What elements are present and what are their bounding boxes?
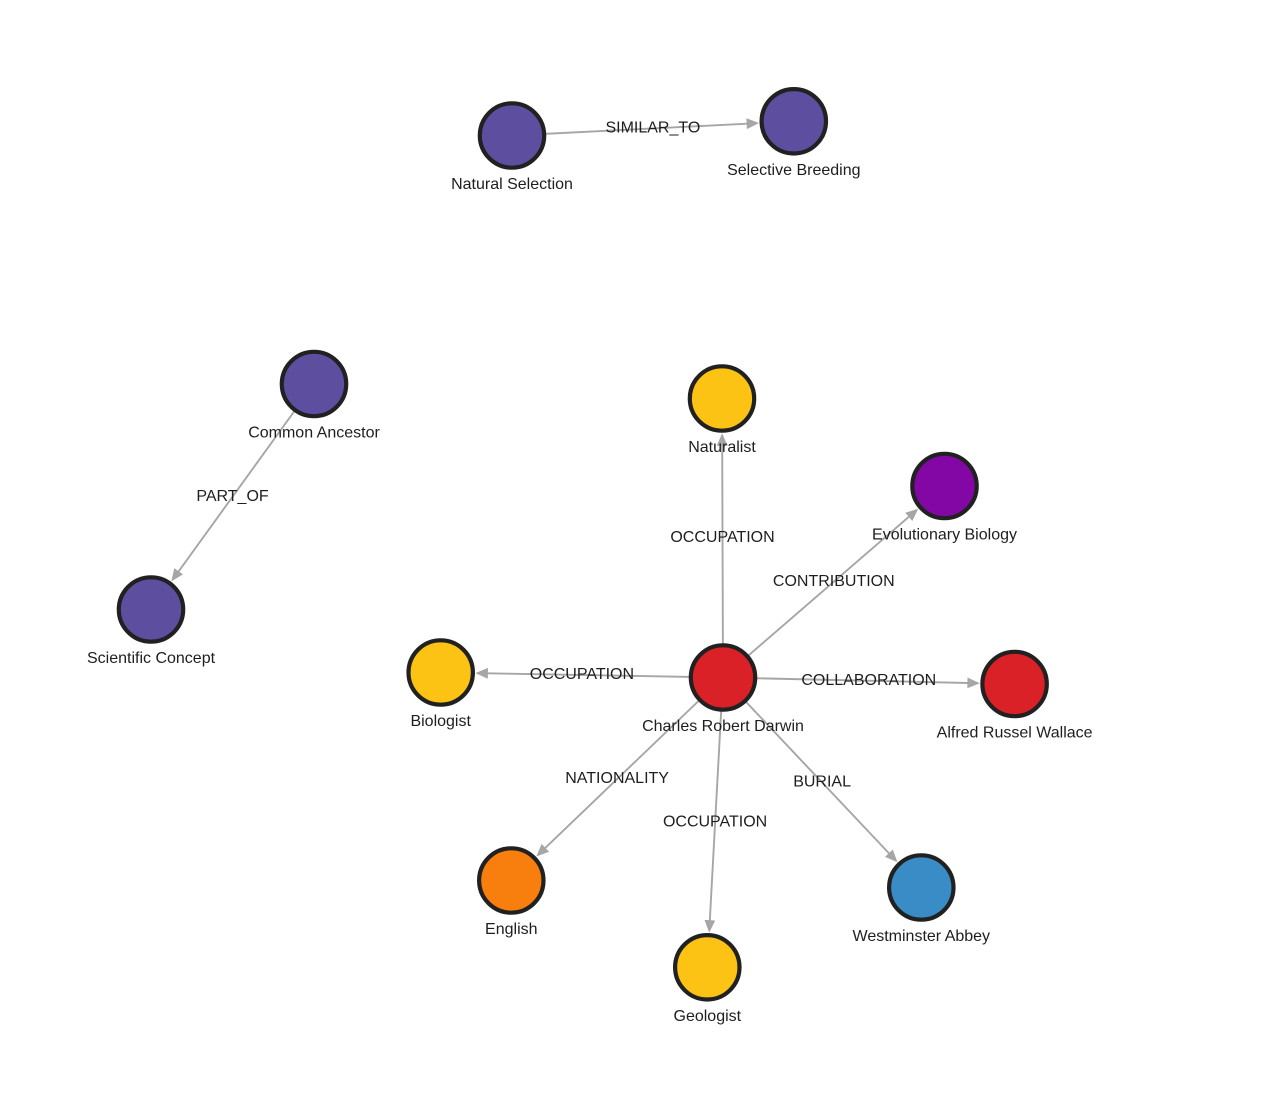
svg-text:NATIONALITY: NATIONALITY [565,770,669,787]
svg-text:Naturalist: Naturalist [688,439,756,456]
svg-text:Biologist: Biologist [410,713,471,730]
svg-text:Geologist: Geologist [674,1008,742,1025]
svg-text:English: English [485,921,537,938]
svg-text:Evolutionary Biology: Evolutionary Biology [872,527,1017,544]
svg-text:OCCUPATION: OCCUPATION [663,813,767,830]
svg-text:BURIAL: BURIAL [793,774,851,791]
svg-text:OCCUPATION: OCCUPATION [670,529,774,546]
svg-text:Selective Breeding: Selective Breeding [727,162,860,179]
svg-text:Alfred Russel Wallace: Alfred Russel Wallace [937,725,1093,742]
svg-text:Natural Selection: Natural Selection [451,176,573,193]
svg-text:Westminster Abbey: Westminster Abbey [853,928,991,945]
svg-text:Common Ancestor: Common Ancestor [248,425,380,442]
svg-text:PART_OF: PART_OF [196,488,269,505]
svg-text:CONTRIBUTION: CONTRIBUTION [773,573,895,590]
svg-text:Scientific Concept: Scientific Concept [87,650,216,667]
svg-text:Charles Robert Darwin: Charles Robert Darwin [642,718,804,735]
svg-text:OCCUPATION: OCCUPATION [530,666,634,683]
svg-text:COLLABORATION: COLLABORATION [801,672,936,689]
svg-text:SIMILAR_TO: SIMILAR_TO [605,119,700,136]
